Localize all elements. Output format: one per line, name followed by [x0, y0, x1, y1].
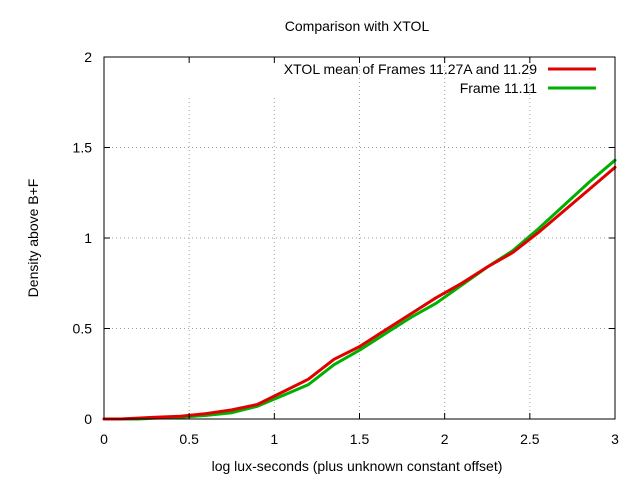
- x-tick-label: 1: [270, 431, 278, 447]
- chart-title: Comparison with XTOL: [285, 18, 430, 34]
- x-tick-label: 2: [441, 431, 449, 447]
- y-tick-label: 2: [84, 49, 92, 65]
- x-tick-label: 0.5: [179, 431, 199, 447]
- tick-marks: [103, 56, 616, 420]
- y-tick-label: 0: [84, 411, 92, 427]
- legend-label-frame-1111: Frame 11.11: [460, 80, 538, 96]
- x-tick-label: 3: [611, 431, 619, 447]
- y-axis-label: Density above B+F: [25, 179, 41, 298]
- x-tick-label: 1.5: [350, 431, 370, 447]
- x-tick-label: 0: [100, 431, 108, 447]
- y-tick-labels: 0 0.5 1 1.5 2: [73, 49, 93, 427]
- x-axis-label: log lux-seconds (plus unknown constant o…: [212, 458, 503, 474]
- series-line-1: [102, 158, 617, 421]
- y-tick-label: 1.5: [73, 140, 93, 156]
- grid: [104, 57, 615, 419]
- x-tick-label: 2.5: [520, 431, 540, 447]
- legend: XTOL mean of Frames 11.27A and 11.29 Fra…: [284, 61, 596, 96]
- y-tick-label: 1: [84, 230, 92, 246]
- x-tick-labels: 0 0.5 1 1.5 2 2.5 3: [100, 431, 619, 447]
- legend-label-xtol: XTOL mean of Frames 11.27A and 11.29: [284, 61, 537, 77]
- y-tick-label: 0.5: [73, 321, 93, 337]
- legend-entry-frame-1111: Frame 11.11: [460, 80, 596, 96]
- series-group: [102, 158, 617, 421]
- series-line-0: [102, 165, 617, 421]
- legend-entry-xtol: XTOL mean of Frames 11.27A and 11.29: [284, 61, 596, 77]
